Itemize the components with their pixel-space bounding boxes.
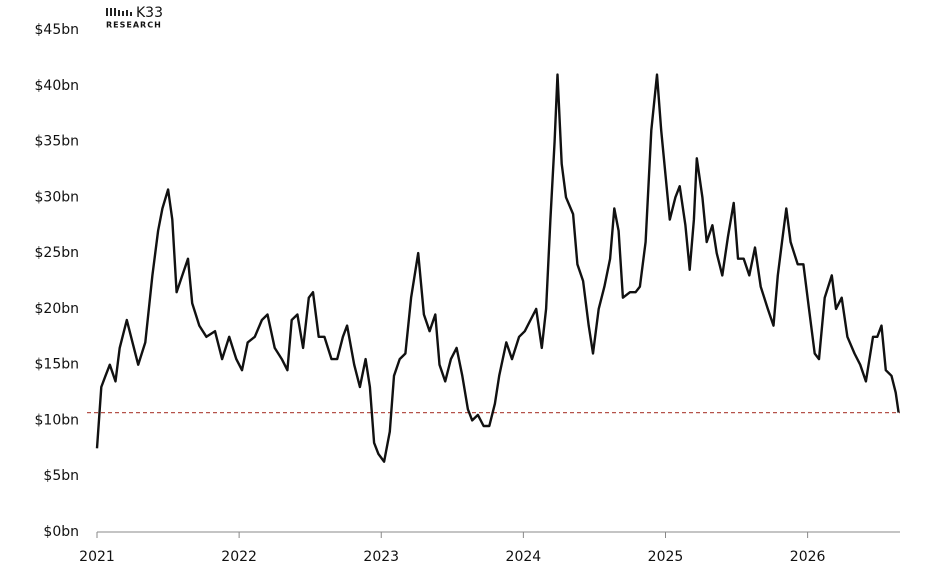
logo: K33 RESEARCH [106,5,163,30]
logo-subtitle: RESEARCH [106,21,162,30]
logo-icon [106,8,132,16]
y-tick-label: $20bn [35,301,79,317]
y-tick-label: $15bn [35,357,79,373]
y-tick-label: $0bn [43,524,79,540]
x-tick-label: 2025 [648,549,684,565]
x-tick-label: 2024 [506,549,542,565]
y-tick-label: $45bn [35,22,79,38]
y-tick-label: $35bn [35,134,79,150]
y-tick-label: $25bn [35,245,79,261]
y-tick-label: $30bn [35,189,79,205]
y-tick-label: $5bn [43,468,79,484]
x-tick-label: 2026 [790,549,826,565]
logo-name: K33 [136,5,163,21]
y-tick-label: $10bn [35,412,79,428]
x-tick-label: 2023 [363,549,399,565]
y-tick-label: $40bn [35,78,79,94]
x-tick-label: 2021 [79,549,115,565]
x-tick-label: 2022 [221,549,257,565]
line [95,73,900,463]
